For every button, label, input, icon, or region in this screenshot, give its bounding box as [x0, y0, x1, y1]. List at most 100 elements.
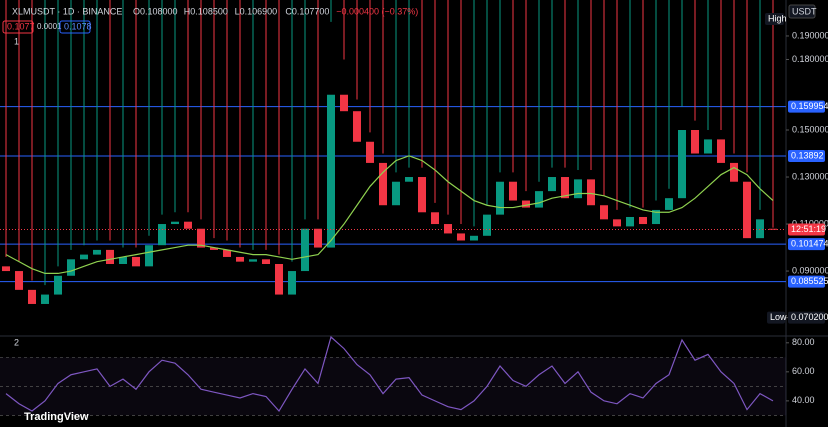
level-label: 0.159954: [791, 101, 828, 111]
candle-body: [184, 221, 192, 229]
y-tick-label: 0.190000: [792, 30, 828, 40]
candle-body: [600, 205, 608, 220]
candle-body: [28, 289, 36, 304]
candle-body: [431, 212, 439, 225]
candle-body: [405, 177, 413, 182]
ohlc-stat: L0.106900: [235, 6, 278, 16]
spread: 0.0001: [37, 22, 62, 31]
y2-tick-label: 60.00: [792, 366, 815, 376]
y-tick-label: 0.150000: [792, 124, 828, 134]
candle-body: [41, 294, 49, 304]
candle-body: [210, 247, 218, 250]
candle-body: [366, 141, 374, 163]
level-label: 0.101474: [791, 238, 828, 248]
high-label-bg: [765, 13, 784, 25]
candle-body: [535, 191, 543, 208]
sell-price[interactable]: 0.1077: [7, 21, 35, 31]
candle-body: [457, 233, 465, 241]
candle-body: [392, 181, 400, 206]
sell-box[interactable]: [2, 20, 34, 34]
candle-body: [327, 94, 335, 248]
brand: TradingView: [24, 411, 89, 423]
rsi-line: [5, 335, 774, 413]
ohlc-stat: C0.107700: [285, 6, 329, 16]
candle-body: [652, 209, 660, 225]
y-tick-label: 0.130000: [792, 171, 828, 181]
candle-body: [769, 228, 777, 230]
candle-body: [197, 228, 205, 248]
candle-body: [67, 259, 75, 276]
candle-body: [2, 266, 10, 272]
candle-body: [80, 254, 88, 260]
candle-body: [301, 228, 309, 272]
candle-body: [340, 94, 348, 112]
currency-bg[interactable]: [788, 4, 816, 19]
y2-tick-label: 40.00: [792, 395, 815, 405]
low-value-bg: [788, 311, 825, 324]
pane-1-toggle[interactable]: 1: [14, 36, 19, 46]
moving-average: [5, 155, 774, 275]
ohlc-stat: H0.108500: [184, 6, 228, 16]
candle-body: [678, 130, 686, 199]
currency[interactable]: USDT: [792, 6, 817, 16]
candle-body: [275, 264, 283, 295]
y2-tick-label: 80.00: [792, 337, 815, 347]
level-label-bg: [788, 275, 825, 288]
candle-body: [54, 275, 62, 295]
level-label: 0.13892: [791, 150, 824, 160]
symbol: XLMUSDT · 1D · BINANCE: [12, 6, 122, 16]
level-label-bg: [788, 150, 825, 163]
low-value: 0.070200: [791, 312, 828, 322]
candle-body: [704, 139, 712, 154]
candle-body: [93, 249, 101, 255]
candle-body: [730, 162, 738, 182]
candle-body: [743, 181, 751, 239]
candle-body: [483, 214, 491, 236]
candle-body: [509, 181, 517, 201]
candle-body: [548, 177, 556, 192]
countdown-label: 12:51:19: [791, 224, 826, 234]
buy-price[interactable]: 0.1078: [64, 21, 92, 31]
y-tick-label: 0.090000: [792, 265, 828, 275]
candle-body: [15, 271, 23, 290]
candle-body: [353, 111, 361, 142]
candle-body: [314, 228, 322, 248]
candle-body: [639, 216, 647, 225]
candle-body: [236, 256, 244, 262]
y-tick-label: 0.180000: [792, 54, 828, 64]
candle-body: [626, 216, 634, 227]
candle-body: [288, 271, 296, 295]
candle-body: [223, 249, 231, 257]
candle-body: [561, 177, 569, 199]
candle-body: [522, 200, 530, 208]
ohlc-stat: O0.108000: [133, 6, 178, 16]
candle-body: [132, 256, 140, 267]
candle-body: [418, 177, 426, 213]
candle-body: [717, 139, 725, 163]
low-label-bg: [767, 311, 785, 324]
candle-body: [756, 219, 764, 239]
candle-body: [613, 219, 621, 227]
countdown-label-bg: [788, 223, 825, 236]
candle-body: [574, 179, 582, 199]
low-label: Low: [770, 312, 787, 322]
candle-body: [691, 130, 699, 154]
candle-body: [145, 245, 153, 267]
candle-body: [470, 235, 478, 241]
buy-box[interactable]: [59, 20, 91, 34]
pane-2-toggle[interactable]: 2: [14, 337, 19, 347]
candle-body: [444, 224, 452, 234]
candle-body: [106, 249, 114, 265]
high-label: High: [768, 13, 787, 23]
y-tick-label: 0.110000: [792, 218, 828, 228]
candle-body: [496, 181, 504, 215]
level-label-bg: [788, 238, 825, 251]
candle-body: [379, 162, 387, 206]
candle-body: [249, 259, 257, 262]
ohlc-stat: −0.000400 (−0.37%): [336, 6, 418, 16]
candle-body: [171, 221, 179, 225]
level-label: 0.085525: [791, 276, 828, 286]
